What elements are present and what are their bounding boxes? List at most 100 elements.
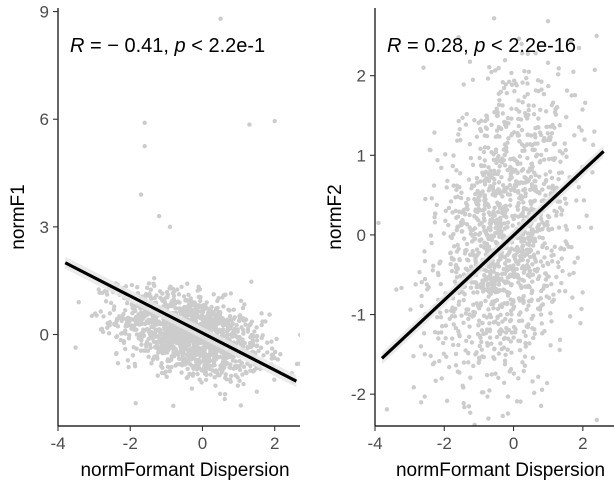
data-point xyxy=(432,215,437,220)
data-point xyxy=(44,287,48,291)
data-point xyxy=(545,213,551,219)
data-point xyxy=(179,328,185,334)
data-point xyxy=(204,344,209,350)
data-point xyxy=(114,334,119,340)
x-tick-label: -2 xyxy=(437,434,452,453)
data-point xyxy=(115,361,121,366)
data-point xyxy=(130,353,136,358)
data-point xyxy=(478,301,484,306)
data-point xyxy=(500,182,506,188)
data-point xyxy=(238,403,244,408)
data-point xyxy=(100,329,106,335)
data-point xyxy=(434,202,439,208)
data-point xyxy=(443,152,448,157)
data-point xyxy=(208,372,213,377)
data-point xyxy=(504,149,509,154)
p-symbol: p xyxy=(174,35,186,57)
data-point xyxy=(496,375,501,380)
data-point xyxy=(489,372,495,377)
data-point xyxy=(497,234,502,240)
data-point xyxy=(462,292,467,297)
data-point xyxy=(195,342,200,348)
data-point xyxy=(231,307,236,312)
data-point xyxy=(466,351,471,356)
data-point xyxy=(508,197,513,203)
data-point xyxy=(475,217,481,223)
data-point xyxy=(574,198,579,203)
data-point xyxy=(124,300,130,306)
data-point xyxy=(513,252,518,258)
data-point xyxy=(493,149,499,155)
data-point xyxy=(252,334,257,339)
data-point xyxy=(523,341,528,346)
data-point xyxy=(487,328,493,334)
data-point xyxy=(478,128,484,134)
data-point xyxy=(539,331,545,336)
data-point xyxy=(524,265,530,271)
data-point xyxy=(111,321,117,327)
data-point xyxy=(250,338,255,343)
regression-line xyxy=(380,150,605,360)
data-point xyxy=(224,361,229,367)
data-point xyxy=(138,192,144,197)
data-point xyxy=(248,363,253,369)
data-point xyxy=(516,98,521,103)
data-point xyxy=(540,235,545,241)
data-point xyxy=(527,268,533,273)
p-value: < 2.2e-16 xyxy=(485,35,576,57)
data-point xyxy=(475,188,480,194)
data-point xyxy=(549,175,555,181)
data-point xyxy=(526,103,531,108)
data-point xyxy=(521,329,527,334)
data-point xyxy=(545,131,550,136)
data-point xyxy=(497,329,502,334)
data-point xyxy=(167,368,172,374)
data-point xyxy=(231,354,236,359)
data-point xyxy=(132,361,137,366)
data-point xyxy=(207,309,213,315)
data-point xyxy=(527,254,533,260)
data-point xyxy=(176,337,182,342)
data-point xyxy=(218,16,223,21)
data-point xyxy=(452,279,458,284)
data-point xyxy=(454,269,459,275)
data-point xyxy=(508,264,513,269)
data-point xyxy=(444,398,450,404)
data-point xyxy=(492,177,497,182)
data-point xyxy=(455,369,461,374)
data-point xyxy=(235,327,240,332)
data-point xyxy=(418,344,424,349)
data-point xyxy=(441,351,447,357)
data-point xyxy=(518,235,523,241)
data-point xyxy=(547,137,553,143)
x-tick-label: -4 xyxy=(50,434,65,453)
data-point xyxy=(201,302,206,308)
data-point xyxy=(152,322,158,327)
data-point xyxy=(106,331,112,336)
data-point xyxy=(509,312,514,317)
data-point xyxy=(443,218,448,224)
data-point xyxy=(412,444,416,448)
data-point xyxy=(114,351,119,357)
data-point xyxy=(427,429,431,433)
data-point xyxy=(558,159,563,164)
data-point xyxy=(525,258,531,264)
data-point xyxy=(122,308,128,313)
data-point xyxy=(486,289,492,294)
y-tick-label: 2 xyxy=(357,67,366,86)
data-point xyxy=(139,342,144,347)
data-point xyxy=(237,378,242,383)
data-point xyxy=(505,411,511,416)
data-point xyxy=(507,248,513,254)
data-point xyxy=(501,380,507,385)
data-point xyxy=(152,275,157,281)
data-point xyxy=(164,295,169,300)
data-point xyxy=(537,130,543,135)
data-point xyxy=(473,257,478,262)
data-point xyxy=(543,172,548,177)
data-point xyxy=(240,372,245,377)
data-point xyxy=(482,273,487,278)
data-point xyxy=(193,336,199,342)
data-point xyxy=(491,269,496,274)
data-point xyxy=(454,183,460,188)
